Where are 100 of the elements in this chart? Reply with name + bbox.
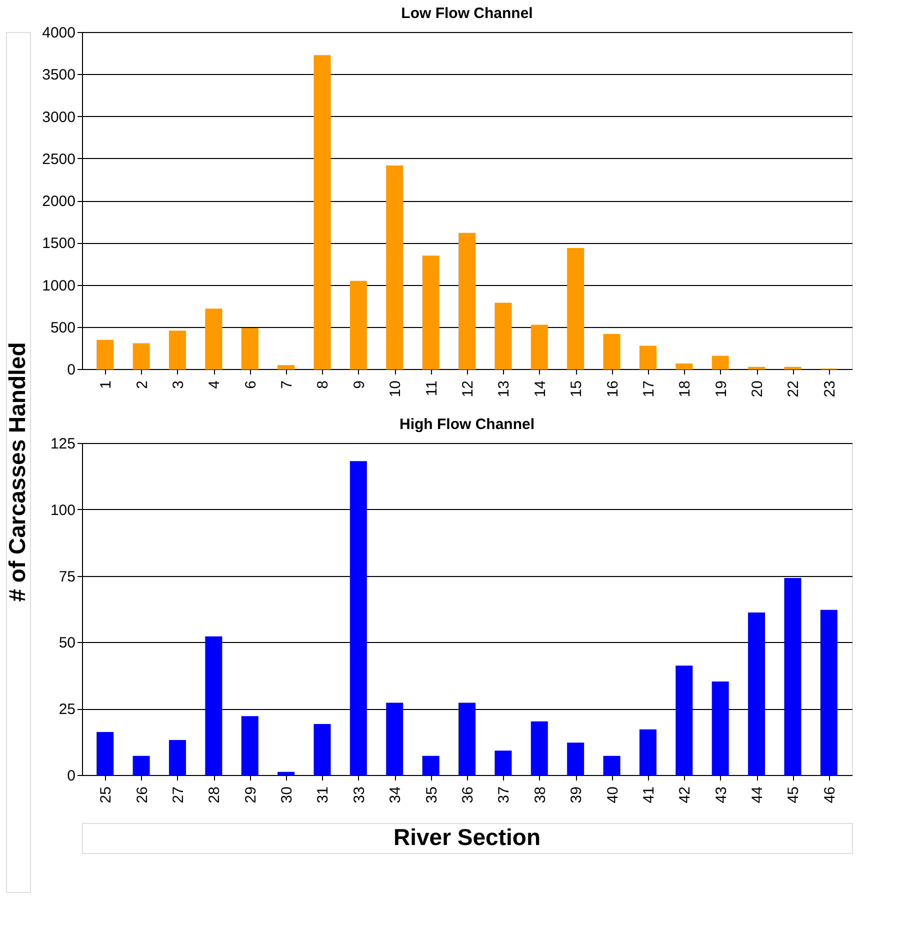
- bar: [603, 334, 620, 370]
- y-tick-label: 2000: [42, 193, 76, 210]
- bar: [241, 328, 258, 370]
- bar: [820, 610, 838, 776]
- x-tick-label: 46: [821, 786, 838, 804]
- x-tick-label: 4: [206, 380, 224, 389]
- bar: [314, 55, 331, 370]
- x-tick-label: 9: [350, 380, 368, 389]
- x-tick-label: 12: [460, 380, 476, 398]
- bar: [494, 750, 512, 776]
- x-tick-label: 8: [314, 380, 332, 389]
- y-axis-title: # of Carcasses Handled: [4, 342, 30, 602]
- x-tick-label: 15: [568, 380, 586, 398]
- y-tick-label: 4000: [42, 24, 76, 42]
- bar: [458, 702, 476, 776]
- y-tick-label: 50: [58, 634, 76, 652]
- x-tick-label: 41: [640, 786, 658, 804]
- bar: [422, 256, 440, 370]
- x-tick-label: 38: [532, 786, 549, 804]
- bar: [494, 302, 512, 370]
- bar: [386, 165, 404, 370]
- chart-title: High Flow Channel: [400, 416, 534, 433]
- x-tick-label: 44: [749, 786, 766, 804]
- x-tick-label: 17: [640, 380, 658, 398]
- x-tick-label: 37: [496, 786, 513, 804]
- bar: [386, 702, 404, 776]
- x-tick-label: 33: [350, 786, 368, 804]
- x-tick-label: 7: [278, 380, 296, 389]
- bar: [639, 729, 656, 776]
- bar: [350, 461, 367, 776]
- bar: [676, 363, 693, 370]
- bar: [314, 724, 331, 776]
- x-tick-label: 16: [604, 380, 622, 398]
- bar: [132, 756, 150, 776]
- bar: [168, 740, 186, 776]
- x-tick-label: 14: [532, 380, 549, 398]
- x-tick-label: 40: [604, 786, 622, 804]
- bar: [567, 742, 584, 776]
- x-tick-label: 31: [314, 786, 332, 804]
- y-tick-label: 1500: [42, 235, 76, 252]
- bar: [639, 346, 656, 370]
- x-tick-label: 45: [785, 786, 802, 804]
- bar: [567, 248, 584, 370]
- y-tick-label: 75: [58, 568, 76, 586]
- bar: [784, 578, 802, 776]
- x-tick-label: 11: [423, 380, 440, 396]
- bar: [350, 280, 367, 370]
- y-tick-label: 500: [50, 319, 76, 336]
- x-tick-label: 1: [98, 380, 115, 389]
- y-tick-label: 125: [50, 436, 76, 452]
- bar: [712, 682, 729, 776]
- bar: [748, 612, 766, 776]
- y-tick-label: 0: [67, 768, 76, 784]
- bar: [530, 324, 548, 370]
- bar: [205, 308, 222, 370]
- x-tick-label: 26: [134, 786, 151, 804]
- bar: [132, 343, 150, 370]
- bar: [530, 721, 548, 776]
- x-tick-label: 30: [278, 786, 296, 804]
- x-tick-label: 43: [712, 786, 730, 804]
- bar: [96, 732, 114, 776]
- bar: [603, 756, 620, 776]
- x-tick-label: 42: [676, 786, 694, 804]
- y-tick-label: 2500: [42, 150, 76, 168]
- x-tick-label: 25: [98, 786, 115, 804]
- x-tick-label: 29: [242, 786, 260, 804]
- y-tick-label: 3000: [42, 108, 76, 126]
- x-tick-label: 34: [387, 786, 404, 804]
- x-axis-title: River Section: [394, 824, 540, 850]
- y-tick-label: 0: [67, 362, 76, 378]
- x-tick-label: 13: [496, 380, 513, 398]
- bar: [278, 365, 295, 370]
- bar: [205, 636, 222, 776]
- bar: [712, 356, 729, 370]
- x-tick-label: 10: [387, 380, 404, 398]
- x-tick-label: 28: [206, 786, 224, 804]
- x-tick-label: 36: [460, 786, 476, 804]
- x-tick-label: 39: [568, 786, 586, 804]
- x-tick-label: 23: [821, 380, 838, 398]
- x-tick-label: 6: [242, 380, 260, 389]
- y-tick-label: 1000: [42, 277, 76, 294]
- x-tick-label: 2: [134, 380, 151, 389]
- x-tick-label: 18: [676, 380, 694, 398]
- bar: [96, 340, 114, 370]
- y-tick-label: 100: [50, 502, 76, 519]
- x-tick-label: 22: [785, 380, 802, 398]
- y-tick-label: 3500: [42, 66, 76, 84]
- bar: [422, 756, 440, 776]
- x-tick-label: 20: [749, 380, 766, 398]
- bar: [278, 772, 295, 776]
- bar: [676, 666, 693, 776]
- y-tick-label: 25: [58, 701, 76, 718]
- bar: [241, 716, 258, 776]
- bar: [168, 330, 186, 370]
- x-tick-label: 19: [712, 380, 730, 398]
- x-tick-label: 3: [170, 380, 187, 389]
- x-tick-label: 35: [423, 786, 440, 804]
- chart-title: Low Flow Channel: [401, 5, 533, 22]
- x-tick-label: 27: [170, 786, 187, 804]
- bar: [458, 232, 476, 370]
